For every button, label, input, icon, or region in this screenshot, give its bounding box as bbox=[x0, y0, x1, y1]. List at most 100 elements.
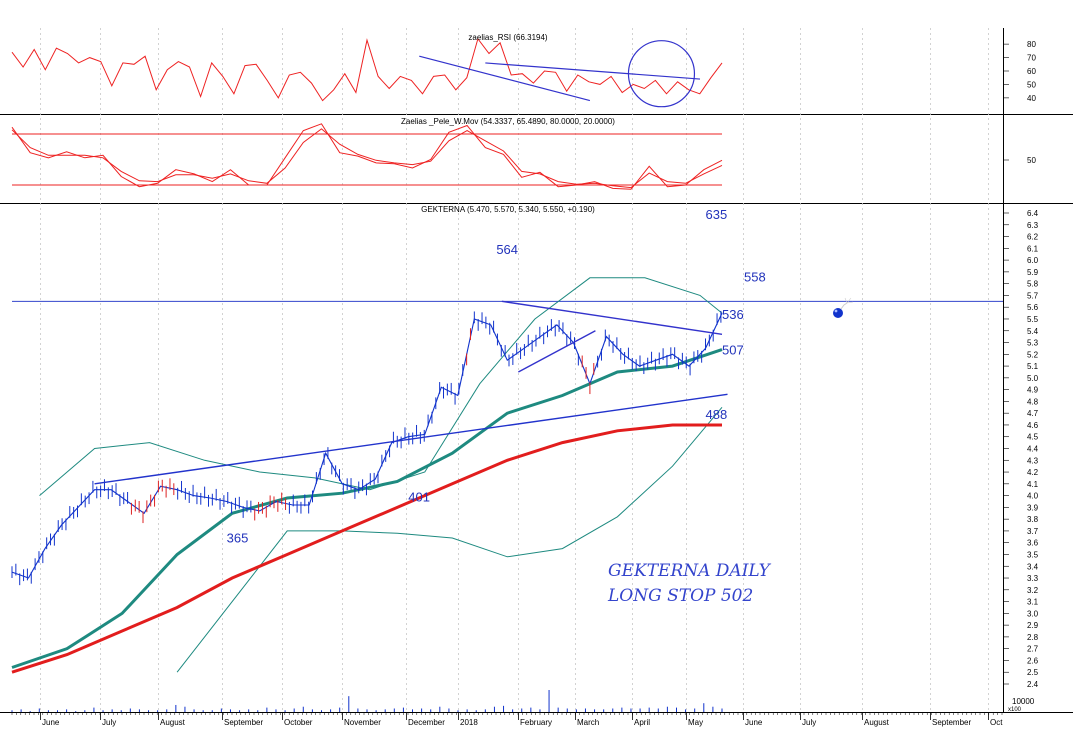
price-annotation: 365 bbox=[227, 531, 249, 546]
rsi-y-tick-label: 40 bbox=[1027, 94, 1036, 103]
rsi-y-tick-label: 50 bbox=[1027, 80, 1036, 89]
price-y-tick-label: 4.3 bbox=[1027, 456, 1039, 465]
x-tick-label: 2018 bbox=[460, 718, 478, 727]
rsi-y-tick-label: 70 bbox=[1027, 54, 1036, 63]
price-y-tick-label: 3.0 bbox=[1027, 609, 1039, 618]
price-y-tick-label: 6.3 bbox=[1027, 221, 1039, 230]
price-y-tick-label: 3.4 bbox=[1027, 562, 1039, 571]
price-y-tick-label: 3.2 bbox=[1027, 586, 1039, 595]
x-tick-label: February bbox=[520, 718, 552, 727]
moving-average-long-line bbox=[11, 423, 722, 674]
price-y-tick-label: 6.4 bbox=[1027, 209, 1039, 218]
price-y-tick-label: 5.4 bbox=[1027, 327, 1039, 336]
x-tick-label: July bbox=[802, 718, 816, 727]
price-trend-line bbox=[94, 393, 728, 485]
rsi-y-tick-label: 60 bbox=[1027, 67, 1036, 76]
price-y-tick-label: 4.2 bbox=[1027, 468, 1039, 477]
rsi-trend-line bbox=[485, 62, 701, 80]
rsi-y-tick-label: 80 bbox=[1027, 40, 1036, 49]
price-y-tick-label: 3.9 bbox=[1027, 503, 1039, 512]
price-trend-line bbox=[518, 330, 596, 373]
price-y-tick-label: 3.3 bbox=[1027, 574, 1039, 583]
price-y-tick-label: 4.7 bbox=[1027, 409, 1039, 418]
x-tick-label: July bbox=[102, 718, 116, 727]
price-annotation: 558 bbox=[744, 269, 766, 284]
price-y-tick-label: 6.1 bbox=[1027, 244, 1039, 253]
price-y-tick-label: 5.8 bbox=[1027, 280, 1039, 289]
price-y-tick-label: 3.6 bbox=[1027, 539, 1039, 548]
pele-wmov-panel bbox=[11, 123, 723, 190]
price-title: GEKTERNA (5.470, 5.570, 5.340, 5.550, +0… bbox=[421, 205, 595, 214]
x-tick-label: September bbox=[932, 718, 971, 727]
price-annotation: 507 bbox=[722, 342, 744, 357]
rsi-panel bbox=[11, 37, 723, 108]
price-y-tick-label: 2.4 bbox=[1027, 680, 1039, 689]
x-tick-label: August bbox=[160, 718, 186, 727]
axes: June July August September October November De… bbox=[11, 40, 1039, 727]
bollinger-lower-line bbox=[176, 406, 723, 673]
x-tick-label: May bbox=[688, 718, 703, 727]
price-y-tick-label: 3.8 bbox=[1027, 515, 1039, 524]
price-y-tick-label: 2.6 bbox=[1027, 656, 1039, 665]
pele-series-line bbox=[11, 128, 723, 189]
price-annotation: 536 bbox=[722, 307, 744, 322]
grid bbox=[0, 28, 1073, 713]
price-panel: 635 564 558 536 507 488 401 365 bbox=[11, 207, 1003, 674]
x-tick-label: Oct bbox=[990, 718, 1003, 727]
x-tick-label: September bbox=[224, 718, 263, 727]
price-y-tick-label: 3.5 bbox=[1027, 550, 1039, 559]
price-y-tick-label: 5.2 bbox=[1027, 350, 1039, 359]
price-y-tick-label: 5.6 bbox=[1027, 303, 1039, 312]
price-y-tick-label: 4.5 bbox=[1027, 433, 1039, 442]
price-y-tick-label: 5.3 bbox=[1027, 339, 1039, 348]
note-line-2: LONG STOP 502 bbox=[607, 586, 753, 606]
note-line-1: GEKTERNA DAILY bbox=[608, 561, 772, 581]
price-y-tick-label: 5.1 bbox=[1027, 362, 1039, 371]
price-y-tick-label: 4.4 bbox=[1027, 445, 1039, 454]
pele-y-tick-label: 50 bbox=[1027, 156, 1036, 165]
x-tick-label: March bbox=[577, 718, 599, 727]
price-y-tick-label: 2.7 bbox=[1027, 645, 1039, 654]
volume-unit-label: x100 bbox=[1008, 707, 1022, 713]
price-line bbox=[11, 312, 723, 579]
price-y-tick-label: 5.5 bbox=[1027, 315, 1039, 324]
price-y-tick-label: 2.8 bbox=[1027, 633, 1039, 642]
price-y-tick-label: 2.9 bbox=[1027, 621, 1039, 630]
volume-y-label: 10000 bbox=[1012, 697, 1035, 706]
price-y-tick-label: 4.1 bbox=[1027, 480, 1039, 489]
moving-average-short-line bbox=[11, 348, 723, 669]
volume-panel bbox=[11, 690, 723, 712]
price-y-tick-label: 3.7 bbox=[1027, 527, 1039, 536]
price-y-tick-label: 4.6 bbox=[1027, 421, 1039, 430]
rsi-highlight-circle bbox=[627, 40, 696, 108]
x-tick-label: December bbox=[408, 718, 445, 727]
x-tick-label: November bbox=[344, 718, 381, 727]
x-tick-label: April bbox=[634, 718, 650, 727]
bomb-icon bbox=[833, 297, 854, 318]
price-annotation: 564 bbox=[496, 242, 518, 257]
x-tick-label: August bbox=[864, 718, 890, 727]
price-annotation: 401 bbox=[408, 489, 430, 504]
pele-title: Zaelias _Pele_W.Mov (54.3337, 65.4890, 8… bbox=[401, 117, 615, 126]
price-y-tick-label: 5.9 bbox=[1027, 268, 1039, 277]
price-trend-line bbox=[501, 300, 723, 335]
price-y-tick-label: 4.8 bbox=[1027, 397, 1039, 406]
price-y-tick-label: 4.9 bbox=[1027, 386, 1039, 395]
price-annotation: 635 bbox=[705, 207, 727, 222]
rsi-title: zaelias_RSI (66.3194) bbox=[468, 33, 547, 42]
price-y-tick-label: 2.5 bbox=[1027, 668, 1039, 677]
price-y-tick-label: 3.1 bbox=[1027, 598, 1039, 607]
price-y-tick-label: 5.0 bbox=[1027, 374, 1039, 383]
price-y-tick-label: 6.2 bbox=[1027, 233, 1039, 242]
rsi-series-line bbox=[11, 37, 723, 102]
x-tick-label: June bbox=[42, 718, 60, 727]
price-y-tick-label: 5.7 bbox=[1027, 291, 1039, 300]
x-tick-label: October bbox=[284, 718, 313, 727]
price-annotation: 488 bbox=[705, 407, 727, 422]
rsi-trend-line bbox=[419, 55, 591, 102]
price-y-tick-label: 4.0 bbox=[1027, 492, 1039, 501]
x-tick-label: June bbox=[745, 718, 763, 727]
price-y-tick-label: 6.0 bbox=[1027, 256, 1039, 265]
